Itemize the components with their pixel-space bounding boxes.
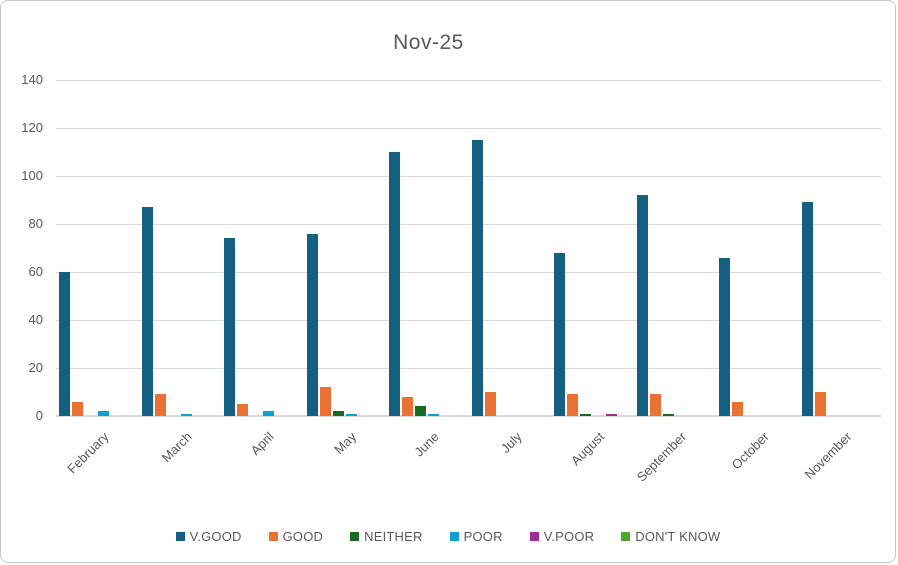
bar-group-february <box>56 80 139 416</box>
bar-good-july <box>484 392 496 416</box>
bar-group-may <box>304 80 387 416</box>
y-axis-tick-label: 0 <box>35 408 43 423</box>
x-axis-label-may: May <box>331 429 360 457</box>
gridline <box>56 80 881 81</box>
bar-v-good-may <box>306 233 318 416</box>
bar-good-august <box>567 394 579 416</box>
y-axis-tick-label: 100 <box>21 168 43 183</box>
x-axis-label-november: November <box>801 429 855 483</box>
gridline <box>56 320 881 321</box>
bar-v-good-august <box>554 252 566 416</box>
legend-item-v-good: V.GOOD <box>175 529 242 544</box>
bar-poor-june <box>428 413 440 416</box>
bar-neither-august <box>580 413 592 416</box>
legend-label: V.POOR <box>543 529 595 544</box>
y-axis-tick-label: 20 <box>28 360 43 375</box>
bar-group-november <box>799 80 882 416</box>
bar-poor-april <box>263 411 275 416</box>
x-axis-label-june: June <box>411 429 442 460</box>
bar-good-october <box>732 401 744 416</box>
bar-poor-may <box>345 413 357 416</box>
bar-group-march <box>139 80 222 416</box>
bar-good-june <box>402 396 414 416</box>
gridline <box>56 368 881 369</box>
legend: V.GOOD GOOD NEITHER POOR V.POOR DON'T KNOW <box>1 529 895 544</box>
chart-title: Nov-25 <box>393 31 464 54</box>
legend-label: V.GOOD <box>189 529 242 544</box>
x-axis-label-july: July <box>497 429 525 456</box>
bar-group-august <box>551 80 634 416</box>
bar-v-good-september <box>636 195 648 416</box>
bar-group-july <box>469 80 552 416</box>
legend-label: DON'T KNOW <box>635 529 721 544</box>
gridline <box>56 272 881 273</box>
bar-good-february <box>72 401 84 416</box>
legend-marker-icon <box>621 532 631 541</box>
gridline <box>56 224 881 225</box>
legend-marker-icon <box>350 532 360 541</box>
bar-good-april <box>237 404 249 416</box>
bar-neither-may <box>332 411 344 416</box>
bar-v-good-april <box>224 238 236 416</box>
bar-v-good-july <box>471 140 483 416</box>
y-axis-tick-label: 60 <box>28 264 43 279</box>
bar-neither-june <box>415 406 427 416</box>
bar-v-good-november <box>801 202 813 416</box>
legend-item-don-t-know: DON'T KNOW <box>621 529 720 544</box>
bar-v-poor-august <box>606 413 618 416</box>
plot-area <box>56 80 882 417</box>
y-axis-tick-label: 80 <box>28 216 43 231</box>
bar-v-good-october <box>719 257 731 416</box>
legend-label: GOOD <box>282 529 324 544</box>
legend-marker-icon <box>175 532 185 541</box>
bar-group-june <box>386 80 469 416</box>
bar-good-march <box>154 394 166 416</box>
bar-group-october <box>716 80 799 416</box>
legend-marker-icon <box>529 532 539 541</box>
x-axis-label-september: September <box>633 429 690 485</box>
bar-good-may <box>319 387 331 416</box>
y-axis-tick-label: 120 <box>21 120 43 135</box>
gridline <box>56 176 881 177</box>
x-axis-label-august: August <box>567 429 607 469</box>
bar-v-good-february <box>59 272 71 416</box>
bar-poor-february <box>98 411 110 416</box>
bar-good-september <box>649 394 661 416</box>
bar-v-good-march <box>141 207 153 416</box>
x-axis-line <box>56 415 881 417</box>
x-axis-label-april: April <box>247 429 277 459</box>
legend-label: POOR <box>463 529 503 544</box>
gridline <box>56 128 881 129</box>
legend-item-v-poor: V.POOR <box>529 529 595 544</box>
x-axis-label-february: February <box>64 429 112 477</box>
legend-item-good: GOOD <box>268 529 324 544</box>
legend-item-neither: NEITHER <box>350 529 422 544</box>
bar-neither-september <box>662 413 674 416</box>
x-axis-label-october: October <box>728 429 772 473</box>
legend-marker-icon <box>449 532 459 541</box>
bar-poor-march <box>180 413 192 416</box>
legend-label: NEITHER <box>364 529 423 544</box>
y-axis-tick-label: 40 <box>28 312 43 327</box>
legend-item-poor: POOR <box>449 529 503 544</box>
x-axis-label-march: March <box>158 429 195 466</box>
y-axis-tick-label: 140 <box>21 72 43 87</box>
bar-group-april <box>221 80 304 416</box>
bar-good-november <box>814 392 826 416</box>
bar-v-good-june <box>389 152 401 416</box>
bar-group-september <box>634 80 717 416</box>
legend-marker-icon <box>268 532 278 541</box>
